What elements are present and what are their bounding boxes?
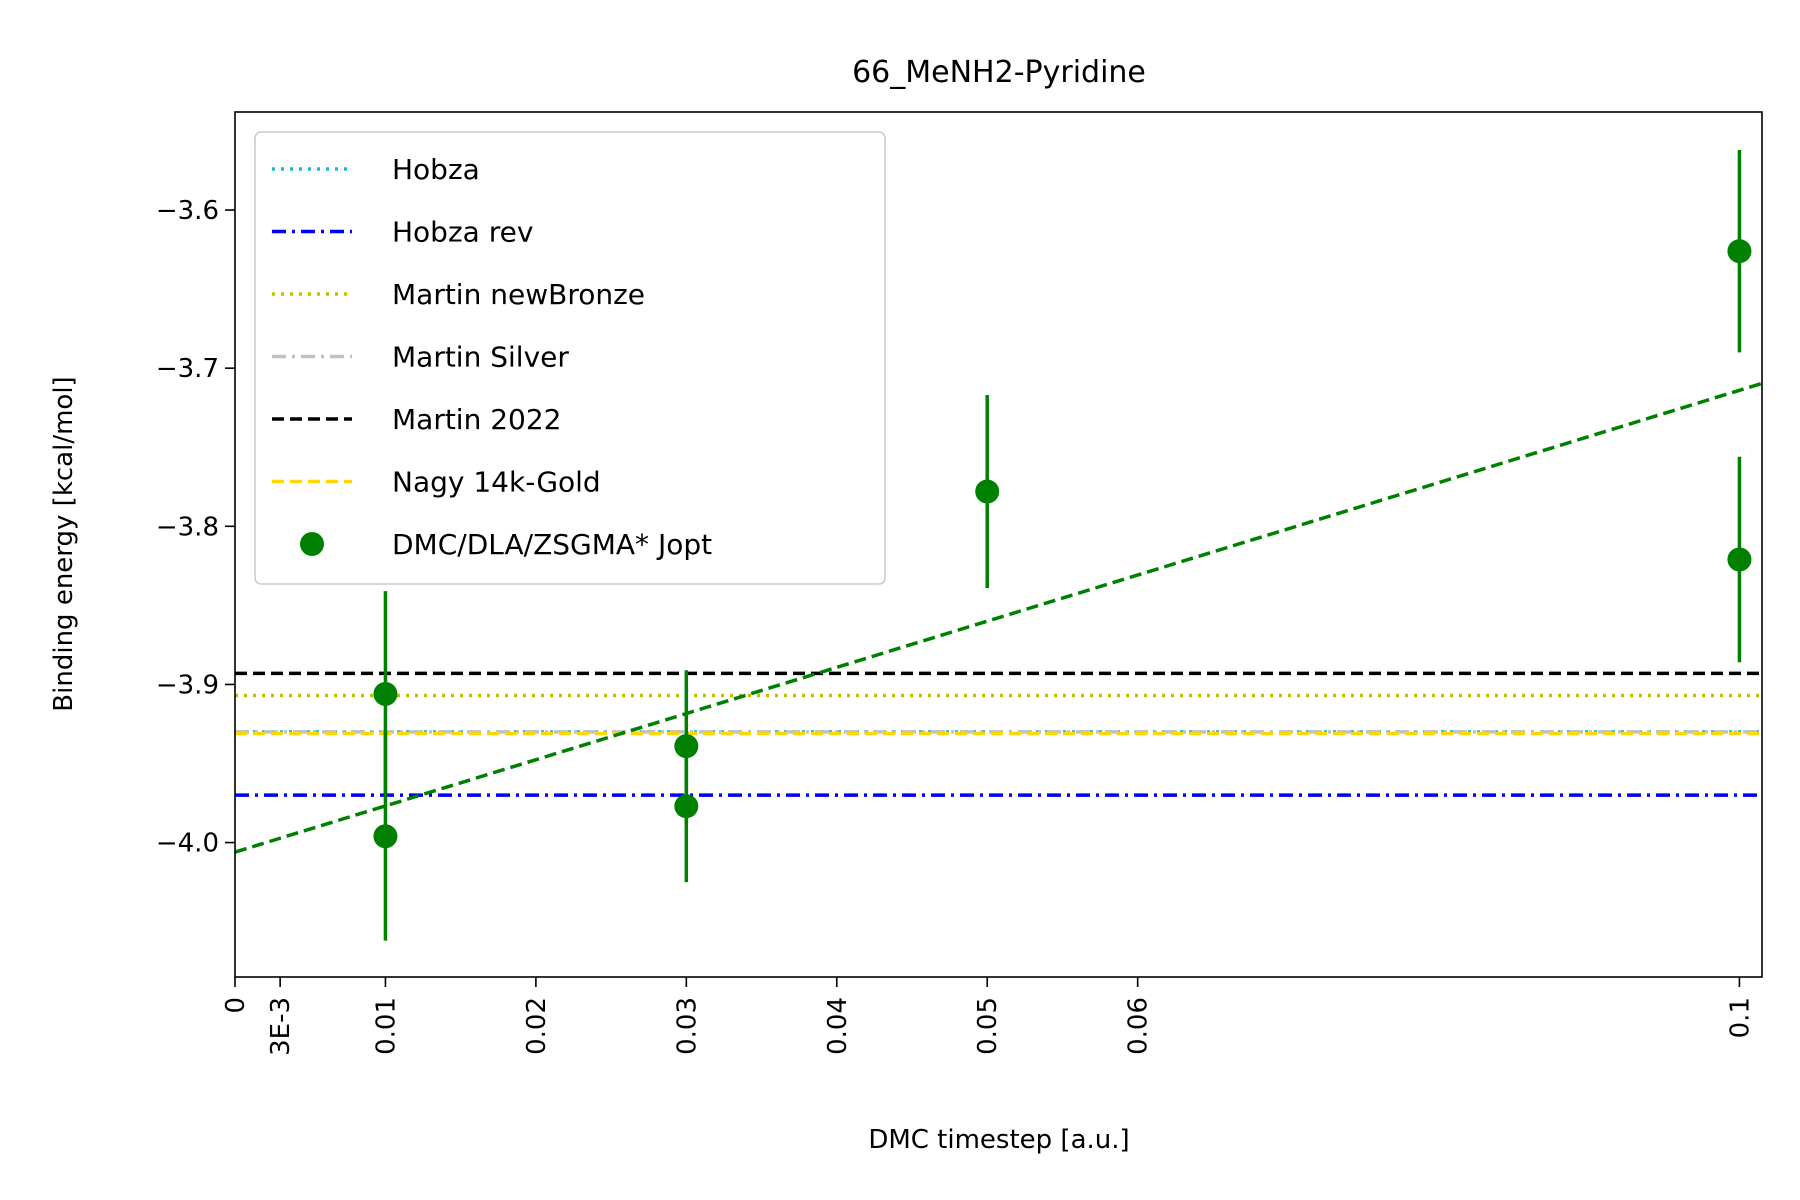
legend-label-4: Martin 2022	[392, 403, 562, 436]
plot-lines	[235, 381, 1762, 854]
x-tick-label-1: 3E-3	[266, 997, 296, 1056]
plot-frame	[234, 111, 1763, 978]
legend-label-0: Hobza	[392, 153, 480, 186]
fit-line	[235, 381, 1762, 854]
legend: Hobza Hobza rev Martin newBronze Martin Sil…	[254, 131, 886, 585]
y-tick-label-0: −4.0	[156, 829, 219, 859]
data-point-1	[373, 824, 398, 849]
data-point-4	[975, 479, 1000, 504]
x-tick-label-5: 0.04	[823, 997, 853, 1055]
x-tick-label-6: 0.05	[973, 997, 1003, 1055]
x-axis-label: DMC timestep [a.u.]	[868, 1125, 1129, 1155]
x-axis: 0 3E-3 0.01 0.02 0.03 0.04 0.05 0.06 0.1	[221, 977, 1755, 1056]
y-axis-label: Binding energy [kcal/mol]	[49, 376, 79, 711]
data-point-0	[373, 681, 398, 706]
data-point-6	[1727, 547, 1752, 572]
y-tick-label-4: −3.6	[156, 196, 219, 226]
data-point-5	[1727, 239, 1752, 264]
y-axis: −4.0 −3.9 −3.8 −3.7 −3.6	[156, 196, 235, 859]
legend-label-1: Hobza rev	[392, 216, 533, 249]
y-tick-label-2: −3.8	[156, 512, 219, 542]
x-tick-label-4: 0.03	[672, 997, 702, 1055]
legend-box	[254, 131, 886, 585]
plot-marks	[373, 149, 1752, 941]
legend-label-2: Martin newBronze	[392, 278, 645, 311]
legend-label-series: DMC/DLA/ZSGMA* Jopt	[392, 528, 712, 561]
y-tick-label-3: −3.7	[156, 354, 219, 384]
legend-label-3: Martin Silver	[392, 341, 569, 374]
x-tick-label-2: 0.01	[371, 997, 401, 1055]
y-tick-label-1: −3.9	[156, 670, 219, 700]
x-tick-label-3: 0.02	[522, 997, 552, 1055]
x-tick-label-8: 0.1	[1725, 997, 1755, 1038]
chart-title: 66_MeNH2-Pyridine	[852, 55, 1146, 90]
legend-handle-series	[300, 532, 324, 556]
data-point-3	[674, 794, 699, 819]
x-tick-label-7: 0.06	[1124, 997, 1154, 1055]
x-tick-label-0: 0	[221, 997, 251, 1014]
legend-label-5: Nagy 14k-Gold	[392, 466, 601, 499]
